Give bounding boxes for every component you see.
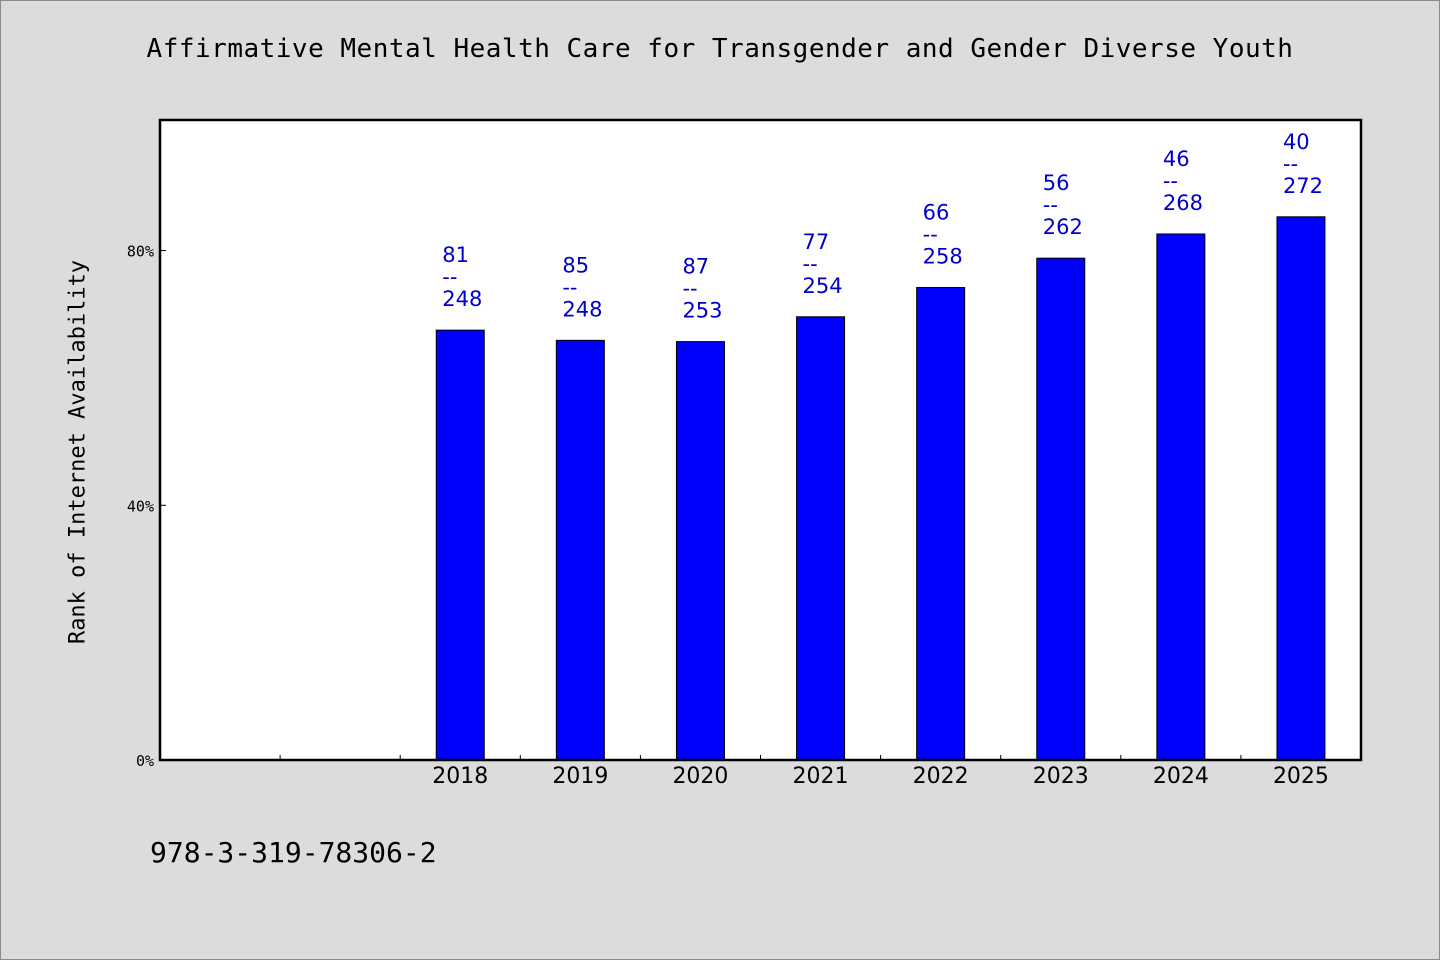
data-label-top-2019: 85: [562, 253, 589, 277]
x-tick-label-2025: 2025: [1273, 764, 1329, 789]
data-label-sep-2024: --: [1163, 169, 1178, 193]
data-label-top-2018: 81: [442, 243, 469, 267]
data-label-top-2024: 46: [1163, 147, 1190, 171]
data-label-sep-2018: --: [442, 265, 457, 289]
x-tick-label-2023: 2023: [1033, 764, 1089, 789]
bar-2023: [1036, 257, 1086, 761]
x-tick-label-2021: 2021: [793, 764, 849, 789]
data-label-bottom-2019: 248: [562, 297, 602, 321]
bar-2021: [796, 316, 846, 761]
y-tick-label-80: 80%: [127, 243, 154, 261]
bar-2024: [1156, 233, 1206, 761]
x-tick-label-2019: 2019: [552, 764, 608, 789]
x-tick-label-2022: 2022: [913, 764, 969, 789]
data-label-sep-2025: --: [1283, 152, 1298, 176]
data-label-top-2020: 87: [682, 255, 709, 279]
data-label-bottom-2018: 248: [442, 287, 482, 311]
data-label-bottom-2021: 254: [803, 274, 843, 298]
y-tick-label-40: 40%: [127, 497, 154, 515]
data-label-sep-2023: --: [1043, 193, 1058, 217]
bar-2025: [1276, 216, 1326, 761]
data-label-top-2022: 66: [923, 200, 950, 224]
x-tick-label-2020: 2020: [672, 764, 728, 789]
data-label-bottom-2022: 258: [923, 244, 963, 268]
data-label-sep-2021: --: [803, 252, 818, 276]
data-label-bottom-2020: 253: [682, 299, 722, 323]
data-label-sep-2019: --: [562, 275, 577, 299]
data-label-bottom-2024: 268: [1163, 191, 1203, 215]
data-label-top-2021: 77: [803, 230, 830, 254]
data-label-sep-2022: --: [923, 222, 938, 246]
bar-2020: [675, 341, 725, 761]
bar-2022: [916, 286, 966, 761]
data-label-top-2023: 56: [1043, 171, 1070, 195]
y-tick-label-0: 0%: [136, 752, 154, 770]
data-label-sep-2020: --: [682, 277, 697, 301]
x-tick-label-2024: 2024: [1153, 764, 1209, 789]
bar-2019: [555, 339, 605, 761]
chart-title: Affirmative Mental Health Care for Trans…: [146, 34, 1294, 64]
data-label-bottom-2025: 272: [1283, 174, 1323, 198]
isbn-footer: 978-3-319-78306-2: [150, 836, 437, 869]
data-label-top-2025: 40: [1283, 130, 1310, 154]
plot-frame: [158, 118, 1363, 762]
data-label-bottom-2023: 262: [1043, 215, 1083, 239]
bar-2018: [435, 329, 485, 761]
x-tick-label-2018: 2018: [432, 764, 488, 789]
